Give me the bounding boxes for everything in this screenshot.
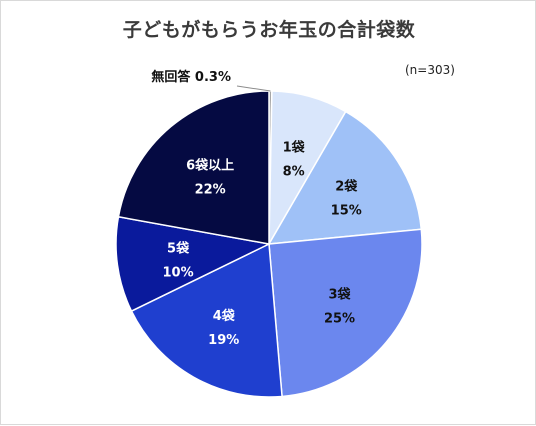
slice-category-label-6: 6袋以上 [186, 158, 234, 174]
slice-percent-label-4: 19% [208, 333, 239, 348]
slice-label-0: 無回答 0.3% [151, 69, 231, 85]
slice-percent-label-6: 22% [195, 183, 226, 198]
slice-percent-label-3: 25% [324, 312, 355, 327]
pie-slice-3 [268, 228, 423, 398]
slice-percent-label-2: 15% [331, 203, 362, 218]
slice-category-label-4: 4袋 [213, 308, 236, 324]
slice-percent-label-1: 8% [283, 165, 305, 180]
pie-slice-6 [117, 90, 270, 245]
pie-slice-2 [267, 110, 423, 245]
slice-category-label-1: 1袋 [283, 140, 306, 156]
pie-slice-4 [130, 242, 283, 398]
leader-line-0 [236, 85, 271, 92]
sample-size-note: (n=303) [405, 63, 455, 77]
chart-title: 子どもがもらうお年玉の合計袋数 [122, 19, 416, 41]
pie-slice-5 [115, 215, 272, 313]
slice-category-label-3: 3袋 [329, 287, 352, 303]
slice-category-label-5: 5袋 [167, 241, 190, 257]
slice-percent-label-5: 10% [163, 266, 194, 281]
slice-category-label-2: 2袋 [335, 178, 358, 194]
